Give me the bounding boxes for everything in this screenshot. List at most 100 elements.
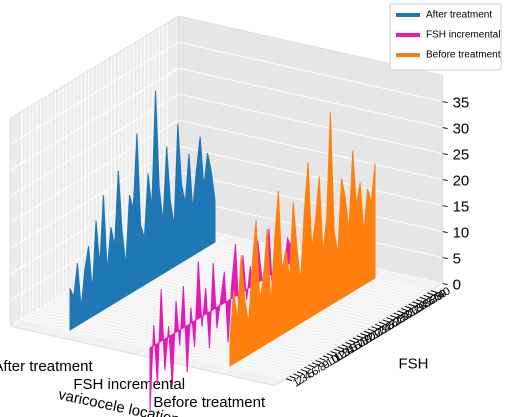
y-tick	[293, 373, 300, 377]
y-tick-label: 17	[350, 337, 367, 354]
y-tick-label: 39	[432, 287, 449, 304]
grid-line	[32, 104, 298, 373]
y-tick-label: 3	[298, 372, 309, 385]
z-tick	[442, 179, 448, 182]
y-tick	[326, 353, 334, 357]
y-tick	[393, 312, 400, 316]
legend-label: After treatment	[426, 10, 492, 21]
y-tick	[408, 303, 415, 307]
z-tick-label: 5	[453, 251, 461, 268]
y-tick-label: 26	[384, 317, 401, 334]
z-tick-label: 35	[453, 95, 470, 112]
y-tick	[356, 335, 363, 339]
y-tick-label: 7	[313, 363, 324, 376]
y-tick-label: 2	[295, 374, 306, 387]
y-tick-label: 1	[291, 376, 302, 389]
z-tick-label: 30	[453, 121, 470, 138]
y-tick-label: 38	[429, 290, 446, 307]
legend-label: FSH incremental	[426, 30, 500, 41]
y-tick-label: 8	[317, 360, 328, 373]
y-tick-label: 23	[373, 324, 390, 341]
y-tick-label: 31	[402, 306, 419, 323]
y-tick	[360, 332, 367, 336]
x-tick-label: After treatment	[0, 358, 93, 375]
y-tick	[334, 348, 341, 352]
y-tick-label: 12	[332, 348, 349, 365]
y-tick	[378, 321, 386, 325]
y-tick-label: 15	[343, 342, 360, 359]
y-tick-label: 19	[358, 333, 375, 350]
y-tick	[296, 371, 304, 375]
z-tick	[442, 231, 448, 234]
y-tick-label: 6	[310, 365, 321, 378]
y-tick-label: 34	[414, 299, 431, 316]
series-area	[69, 90, 216, 331]
y-tick-label: 13	[336, 346, 353, 363]
y-tick-label: 14	[339, 344, 356, 361]
z-tick-label: 15	[453, 199, 470, 216]
z-tick	[442, 205, 448, 208]
y-tick	[300, 369, 308, 373]
y-tick-label: 9	[321, 358, 332, 371]
y-tick-label: 35	[417, 296, 434, 313]
y-tick	[397, 310, 404, 314]
y-tick	[419, 296, 427, 300]
z-tick-label: 25	[453, 147, 470, 164]
y-tick	[349, 339, 356, 343]
y-tick	[285, 378, 293, 382]
y-tick-label: 21	[365, 328, 382, 345]
grid-line	[36, 102, 301, 370]
y-axis-label: FSH	[399, 356, 429, 373]
y-tick	[427, 292, 434, 296]
y-tick-label: 29	[395, 310, 412, 327]
grid-line	[40, 99, 305, 368]
z-tick-label: 10	[453, 225, 470, 242]
y-tick	[382, 319, 389, 323]
y-tick	[412, 301, 419, 305]
z-tick-label: 0	[453, 277, 461, 294]
series-area	[229, 112, 376, 367]
y-tick-label: 36	[421, 294, 438, 311]
y-tick-label: 16	[347, 339, 364, 356]
y-tick-label: 25	[380, 319, 397, 336]
y-tick	[323, 355, 330, 359]
y-tick	[345, 342, 352, 345]
y-tick-label: 28	[391, 312, 408, 329]
z-tick	[442, 127, 448, 130]
y-tick	[404, 305, 412, 309]
y-tick-label: 27	[388, 315, 405, 332]
y-tick	[311, 362, 319, 366]
legend: After treatment FSH incremental Before tre…	[389, 3, 502, 71]
y-tick-label: 24	[376, 321, 393, 338]
y-tick	[371, 326, 378, 330]
grid-line	[47, 95, 313, 364]
y-tick-label: 4	[302, 369, 313, 382]
z-tick	[442, 153, 448, 156]
y-tick	[375, 323, 382, 327]
z-tick	[442, 101, 448, 104]
y-tick	[389, 314, 397, 318]
y-tick	[330, 351, 337, 354]
y-tick	[367, 328, 374, 332]
legend-label: Before treatment	[426, 50, 501, 61]
x-tick-label: FSH incremental	[73, 376, 185, 393]
z-tick	[442, 257, 448, 260]
grid-line	[43, 97, 309, 366]
y-tick-label: 33	[410, 301, 427, 318]
y-tick-label: 40	[436, 285, 453, 302]
z-tick	[442, 283, 448, 286]
y-tick	[315, 360, 322, 364]
y-tick	[319, 357, 326, 361]
y-tick	[341, 344, 348, 348]
y-tick	[423, 294, 430, 298]
y-tick-label: 10	[324, 353, 341, 370]
grid-line	[21, 111, 287, 379]
y-tick-label: 37	[425, 292, 442, 309]
y-tick	[289, 375, 296, 379]
x-tick-label: Before treatment	[153, 394, 266, 411]
y-tick	[401, 308, 408, 312]
y-tick	[363, 330, 371, 334]
y-tick-label: 20	[362, 330, 379, 347]
grid-line	[29, 106, 294, 375]
